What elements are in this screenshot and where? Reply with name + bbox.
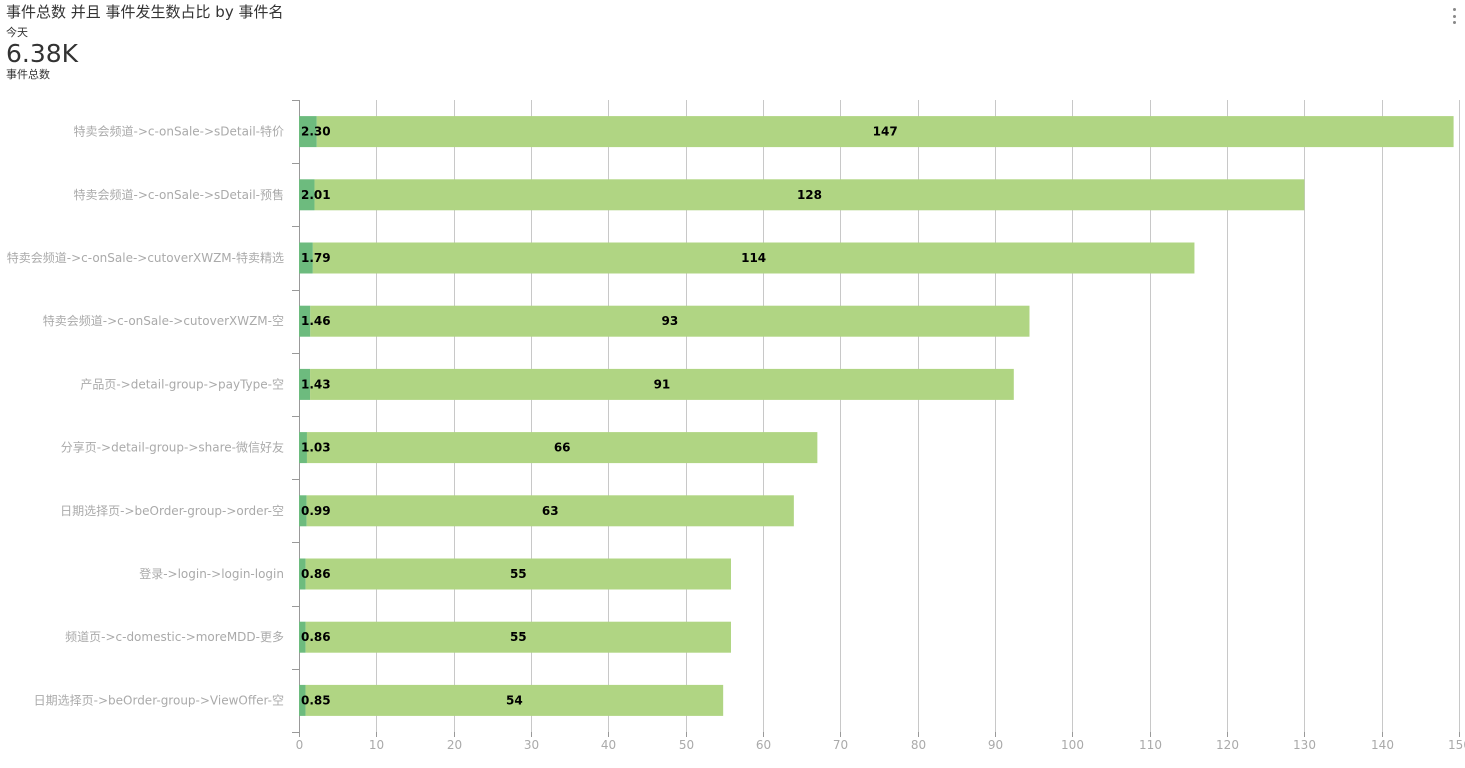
bar-count-segment[interactable]: [312, 242, 1195, 274]
x-tick-label: 60: [756, 738, 771, 752]
x-tick-label: 130: [1293, 738, 1316, 752]
bar-ratio-segment[interactable]: [299, 495, 307, 527]
menu-dot: [1452, 14, 1456, 18]
bar-ratio-segment[interactable]: [299, 368, 311, 400]
bar-ratio-segment[interactable]: [299, 179, 315, 211]
category-label: 产品页->detail-group->payType-空: [80, 377, 284, 391]
ratio-data-label: 1.46: [301, 314, 331, 328]
bar-ratio-segment[interactable]: [299, 432, 307, 464]
category-label: 日期选择页->beOrder-group->order-空: [60, 504, 284, 518]
x-tick-label: 50: [679, 738, 694, 752]
x-tick-label: 10: [369, 738, 384, 752]
x-tick-label: 120: [1216, 738, 1239, 752]
bar-ratio-segment[interactable]: [299, 684, 306, 716]
ratio-data-label: 2.30: [301, 125, 331, 139]
menu-dot: [1452, 21, 1456, 24]
bar-count-segment[interactable]: [306, 432, 818, 464]
category-label: 分享页->detail-group->share-微信好友: [61, 440, 284, 455]
bar-ratio-segment[interactable]: [299, 621, 306, 653]
category-label: 日期选择页->beOrder-group->ViewOffer-空: [34, 693, 284, 707]
category-label: 频道页->c-domestic->moreMDD-更多: [65, 630, 284, 644]
x-tick-label: 20: [447, 738, 462, 752]
x-tick-label: 110: [1139, 738, 1162, 752]
bar-ratio-segment[interactable]: [299, 116, 317, 148]
x-tick-label: 70: [833, 738, 848, 752]
metric-label: 事件总数: [6, 68, 50, 81]
count-data-label: 114: [741, 251, 766, 265]
count-data-label: 66: [554, 441, 571, 455]
category-label: 特卖会频道->c-onSale->sDetail-特价: [74, 124, 285, 139]
bar-ratio-segment[interactable]: [299, 242, 313, 274]
ratio-data-label: 0.85: [301, 693, 331, 707]
count-data-label: 55: [510, 630, 527, 644]
date-range-label: 今天: [6, 26, 28, 39]
x-tick-label: 100: [1061, 738, 1084, 752]
x-tick-label: 140: [1371, 738, 1394, 752]
bar-count-segment[interactable]: [310, 368, 1014, 400]
count-data-label: 54: [506, 693, 523, 707]
ratio-data-label: 0.86: [301, 630, 331, 644]
ratio-data-label: 2.01: [301, 188, 331, 202]
category-label: 特卖会频道->c-onSale->sDetail-预售: [74, 187, 285, 202]
bar-count-segment[interactable]: [306, 495, 794, 527]
bar-count-segment[interactable]: [305, 621, 731, 653]
bar-count-segment[interactable]: [314, 179, 1305, 211]
category-label: 特卖会频道->c-onSale->cutoverXWZM-空: [43, 313, 284, 328]
chart-title: 事件总数 并且 事件发生数占比 by 事件名: [6, 3, 284, 21]
ratio-data-label: 1.03: [301, 441, 331, 455]
more-vertical-icon[interactable]: [1449, 8, 1459, 24]
count-data-label: 147: [873, 125, 898, 139]
bar-count-segment[interactable]: [305, 558, 731, 590]
bar-ratio-segment[interactable]: [299, 305, 311, 337]
x-tick-label: 150: [1448, 738, 1465, 752]
ratio-data-label: 0.99: [301, 504, 331, 518]
ratio-data-label: 1.43: [301, 377, 331, 391]
ratio-data-label: 0.86: [301, 567, 331, 581]
menu-dot: [1452, 8, 1456, 11]
count-data-label: 63: [542, 504, 559, 518]
bar-count-segment[interactable]: [305, 684, 724, 716]
count-data-label: 93: [662, 314, 679, 328]
ratio-data-label: 1.79: [301, 251, 331, 265]
x-tick-label: 30: [524, 738, 539, 752]
bar-count-segment[interactable]: [310, 305, 1030, 337]
bars: [299, 116, 1454, 716]
category-label: 登录->login->login-login: [139, 566, 284, 581]
x-tick-label: 80: [911, 738, 926, 752]
bar-ratio-segment[interactable]: [299, 558, 306, 590]
total-events-value: 6.38K: [6, 39, 79, 68]
count-data-label: 91: [654, 377, 671, 391]
bar-count-segment[interactable]: [316, 116, 1454, 148]
x-tick-label: 0: [296, 738, 304, 752]
chart-header: 事件总数 并且 事件发生数占比 by 事件名 今天 6.38K 事件总数: [6, 2, 283, 82]
x-tick-label: 40: [601, 738, 616, 752]
category-label: 特卖会频道->c-onSale->cutoverXWZM-特卖精选: [7, 250, 284, 265]
labels: 特卖会频道->c-onSale->sDetail-特价 2.30 147 特卖会频道-…: [7, 124, 898, 708]
count-data-label: 55: [510, 567, 527, 581]
x-tick-label: 90: [988, 738, 1003, 752]
count-data-label: 128: [797, 188, 822, 202]
